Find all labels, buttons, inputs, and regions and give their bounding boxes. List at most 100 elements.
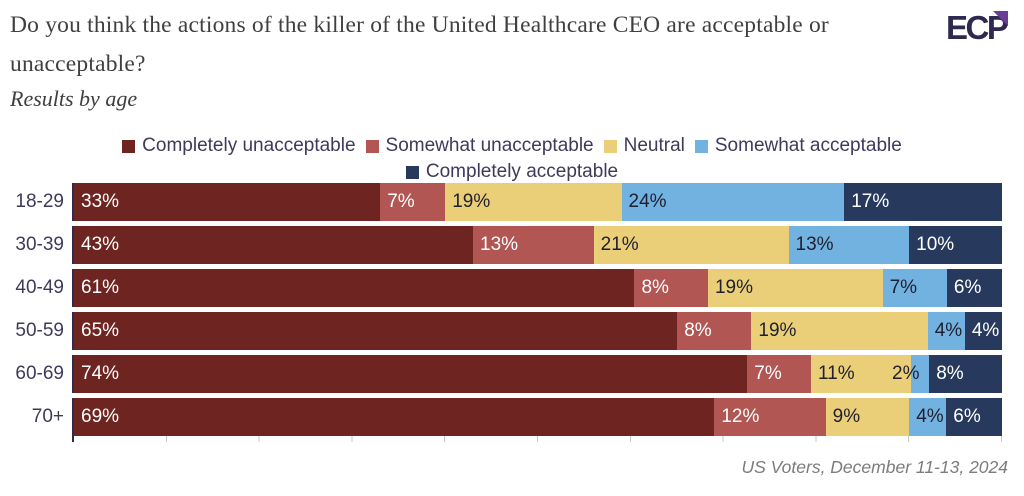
bar-segment: 6% — [946, 398, 1002, 436]
bar-segment: 7% — [882, 269, 947, 307]
bar-value-label: 12% — [721, 406, 760, 427]
plot-area: 61% 8% 19% 7% 6% — [72, 269, 1002, 307]
bar-segment: 7% — [380, 183, 446, 221]
chart-row: 18-29 33% 7% 19% 24% 17% — [0, 183, 1024, 221]
category-label: 40-49 — [15, 277, 64, 298]
bar-value-label: 13% — [795, 234, 834, 255]
legend-swatch-icon — [694, 139, 708, 153]
bar-segment: 10% — [909, 226, 1002, 264]
bar-segment: 9% — [825, 398, 910, 436]
bar-segment: 8% — [634, 269, 708, 307]
bar-segment: 65% — [74, 312, 678, 350]
bar-segment: 19% — [445, 183, 622, 221]
bar-value-label: 65% — [81, 320, 120, 341]
bar-track: 33% 7% 19% 24% 17% — [74, 183, 1002, 221]
legend-item: Completely unacceptable — [122, 133, 356, 159]
bar-segment: 2% — [892, 355, 930, 393]
bar-value-label: 10% — [916, 234, 955, 255]
bar-segment: 33% — [74, 183, 381, 221]
bar-value-label: 11% — [817, 363, 855, 384]
bar-segment: 4% — [909, 398, 947, 436]
legend-row: Completely acceptable — [0, 159, 1024, 185]
bar-segment: 4% — [964, 312, 1002, 350]
legend-item: Somewhat unacceptable — [365, 133, 594, 159]
bar-segment: 13% — [473, 226, 594, 264]
bar-segment: 12% — [714, 398, 826, 436]
bar-segment: 8% — [929, 355, 1003, 393]
chart-rows: 18-29 33% 7% 19% 24% 17% 30-39 43% 13% 21% 13% 10% 4… — [0, 183, 1024, 436]
category-label: 50-59 — [15, 320, 64, 341]
bar-value-label: 8% — [641, 277, 669, 298]
chart-row: 70+ 69% 12% 9% 4% 6% — [0, 398, 1024, 436]
bar-track: 65% 8% 19% 4% 4% — [74, 312, 1002, 350]
chart-row: 60-69 74% 7% 11% 2% 8% — [0, 355, 1024, 393]
bar-value-label: 19% — [758, 320, 797, 341]
category-label: 60-69 — [15, 363, 64, 384]
legend-swatch-icon — [365, 139, 379, 153]
bar-track: 61% 8% 19% 7% 6% — [74, 269, 1002, 307]
bar-segment: 24% — [621, 183, 845, 221]
bar-value-label: 6% — [953, 277, 982, 298]
plot-area: 69% 12% 9% 4% 6% — [72, 398, 1002, 436]
chart-legend: Completely unacceptable Somewhat unaccept… — [0, 133, 1024, 185]
bar-track: 69% 12% 9% 4% 6% — [74, 398, 1002, 436]
bar-value-label: 9% — [832, 406, 861, 427]
chart-row: 50-59 65% 8% 19% 4% 4% — [0, 312, 1024, 350]
bar-segment: 11% — [810, 355, 912, 393]
bar-value-label: 4% — [971, 320, 1000, 341]
legend-swatch-icon — [405, 165, 419, 179]
bar-value-label: 19% — [452, 191, 491, 212]
bar-segment: 74% — [74, 355, 748, 393]
legend-label: Completely acceptable — [425, 161, 619, 183]
bar-value-label: 17% — [851, 191, 890, 212]
bar-segment: 4% — [927, 312, 965, 350]
legend-swatch-icon — [603, 139, 617, 153]
bar-segment: 19% — [751, 312, 928, 350]
legend-item: Somewhat acceptable — [694, 133, 902, 159]
bar-segment: 21% — [593, 226, 789, 264]
bar-value-label: 4% — [916, 406, 944, 427]
bar-segment: 6% — [946, 269, 1002, 307]
legend-item: Completely acceptable — [405, 159, 619, 185]
bar-segment: 13% — [788, 226, 910, 264]
legend-label: Somewhat unacceptable — [385, 135, 594, 156]
chart-subtitle: Results by age — [10, 86, 138, 111]
category-label: 18-29 — [15, 191, 64, 212]
page-title: Do you think the actions of the killer o… — [10, 12, 829, 77]
plot-area: 65% 8% 19% 4% 4% — [72, 312, 1002, 350]
bar-value-label: 43% — [81, 234, 120, 255]
bar-value-label: 24% — [628, 191, 667, 212]
legend-row: Completely unacceptable Somewhat unaccept… — [0, 133, 1024, 159]
plot-area: 74% 7% 11% 2% 8% — [72, 355, 1003, 393]
legend-swatch-icon — [122, 139, 136, 153]
bar-value-label: 74% — [81, 363, 120, 384]
chart-row: 40-49 61% 8% 19% 7% 6% — [0, 269, 1024, 307]
category-label: 70+ — [31, 406, 64, 427]
plot-area: 43% 13% 21% 13% 10% — [72, 226, 1002, 264]
bar-value-label: 7% — [387, 191, 415, 212]
bar-segment: 19% — [707, 269, 883, 307]
bar-value-label: 7% — [889, 277, 918, 298]
ecp-logo: ECP — [946, 8, 1009, 50]
bar-segment: 61% — [74, 269, 635, 307]
bar-track: 43% 13% 21% 13% 10% — [74, 226, 1002, 264]
bar-value-label: 21% — [600, 234, 639, 255]
bar-value-label: 33% — [81, 191, 120, 212]
bar-value-label: 8% — [936, 363, 964, 384]
bar-segment: 8% — [677, 312, 752, 350]
bar-segment: 69% — [74, 398, 715, 436]
bar-value-label: 4% — [934, 320, 963, 341]
bar-segment: 17% — [844, 183, 1002, 221]
plot-area: 33% 7% 19% 24% 17% — [72, 183, 1002, 221]
bar-segment: 43% — [74, 226, 474, 264]
source-note: US Voters, December 11-13, 2024 — [741, 457, 1008, 477]
chart-row: 30-39 43% 13% 21% 13% 10% — [0, 226, 1024, 264]
bar-value-label: 61% — [81, 277, 120, 298]
bar-value-label: 7% — [754, 363, 782, 384]
x-axis-ticks — [72, 436, 1002, 442]
bar-segment: 7% — [747, 355, 811, 393]
bar-value-label: 19% — [714, 277, 754, 298]
bar-value-label: 69% — [81, 406, 120, 427]
legend-label: Neutral — [623, 135, 685, 156]
